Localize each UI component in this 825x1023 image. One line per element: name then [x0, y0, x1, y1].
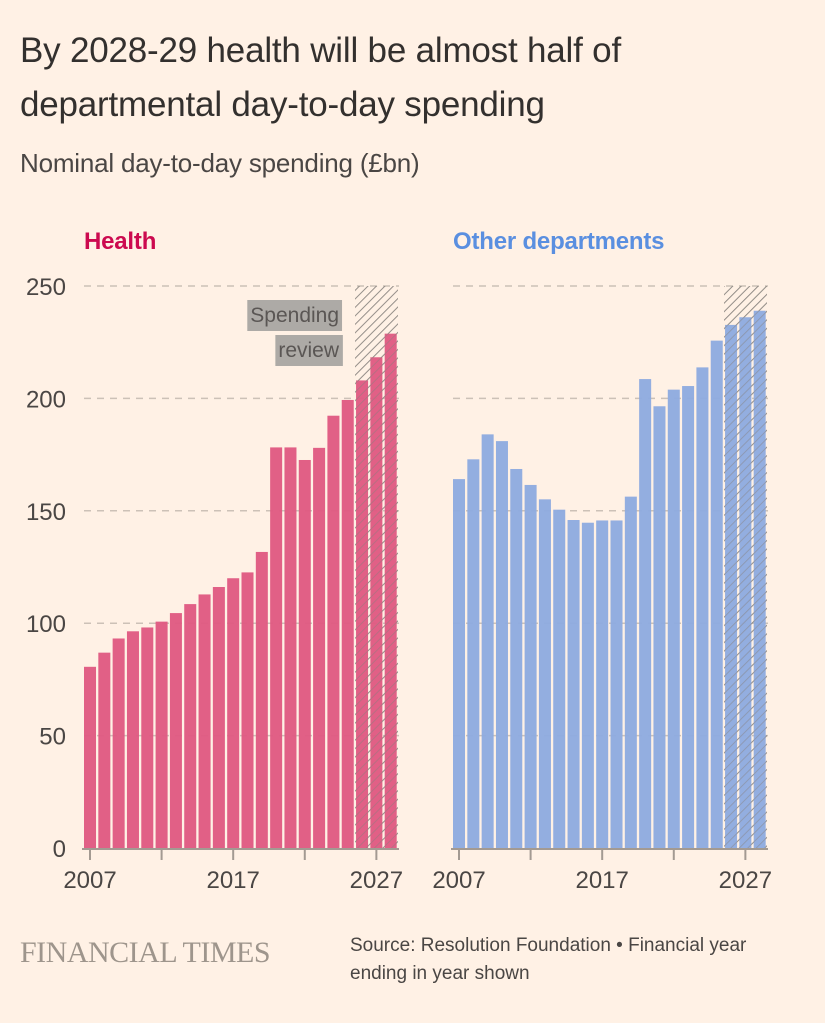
y-axis: 0 50 100 150 200 250	[26, 274, 66, 863]
y-tick-label: 50	[39, 724, 66, 751]
bar-2023	[682, 386, 695, 848]
bar-2022	[298, 459, 311, 848]
bar-2019	[624, 496, 637, 848]
bar-2021	[284, 447, 297, 848]
chart-title: By 2028-29 health will be almost half of…	[20, 31, 621, 124]
bar-2011	[510, 468, 523, 848]
bar-2010	[126, 631, 139, 848]
bar-2021	[653, 406, 666, 848]
bar-2024	[696, 367, 709, 848]
annotation-label: review	[278, 339, 340, 362]
bar-2023	[313, 447, 326, 848]
bar-2022	[667, 389, 680, 848]
bar-2009	[481, 434, 494, 848]
x-tick-label: 2007	[63, 867, 116, 894]
bar-2008	[98, 652, 111, 848]
annotation-background	[247, 300, 343, 331]
bar-2015	[198, 594, 211, 848]
y-tick-label: 250	[26, 274, 66, 301]
source-note: Source: Resolution Foundation • Financia…	[350, 935, 747, 984]
bar-2013	[538, 499, 551, 848]
bar-2014	[184, 604, 197, 848]
bar-2018	[610, 520, 623, 848]
panel-health: 2007 2017 2027 Spending review	[63, 285, 403, 894]
bar-2024	[327, 415, 340, 848]
bar-2011	[141, 627, 154, 848]
bar-2018	[241, 572, 254, 848]
x-tick-label: 2027	[719, 867, 772, 894]
bar-2007	[453, 479, 466, 848]
bar-2025	[710, 340, 723, 848]
x-tick-label: 2017	[206, 867, 259, 894]
bar-2017	[596, 520, 609, 848]
annotation-background	[275, 335, 343, 366]
panel-other-departments: 2007 2017 2027	[432, 285, 772, 894]
bar-2010	[495, 441, 508, 848]
financial-times-logo: FINANCIAL TIMES	[20, 936, 271, 969]
bar-2009	[112, 638, 125, 848]
spending-review-hatch-overlay	[724, 286, 767, 848]
x-tick-label: 2007	[432, 867, 485, 894]
bar-2020	[270, 447, 283, 848]
chart-subtitle: Nominal day-to-day spending (£bn)	[20, 148, 420, 178]
bar-2007	[84, 666, 97, 848]
x-tick-label: 2017	[575, 867, 628, 894]
y-tick-label: 150	[26, 499, 66, 526]
bar-2015	[567, 520, 580, 848]
bar-2016	[581, 522, 594, 848]
bar-2013	[169, 613, 182, 848]
y-tick-label: 0	[53, 836, 66, 863]
bar-2025	[341, 399, 354, 848]
panel-title-health: Health	[84, 228, 157, 255]
bar-2008	[467, 459, 480, 848]
x-tick-label: 2027	[350, 867, 403, 894]
bar-2016	[212, 587, 225, 848]
y-tick-label: 200	[26, 386, 66, 413]
bar-2020	[639, 379, 652, 848]
panel-title-other-departments: Other departments	[453, 228, 665, 255]
annotation-label: Spending	[250, 304, 339, 327]
bar-2014	[553, 509, 566, 848]
bar-2017	[227, 578, 240, 848]
y-tick-label: 100	[26, 611, 66, 638]
bar-2019	[255, 551, 268, 848]
bar-2012	[155, 621, 168, 848]
bar-2012	[524, 484, 537, 848]
spending-review-hatch-overlay	[355, 286, 398, 848]
